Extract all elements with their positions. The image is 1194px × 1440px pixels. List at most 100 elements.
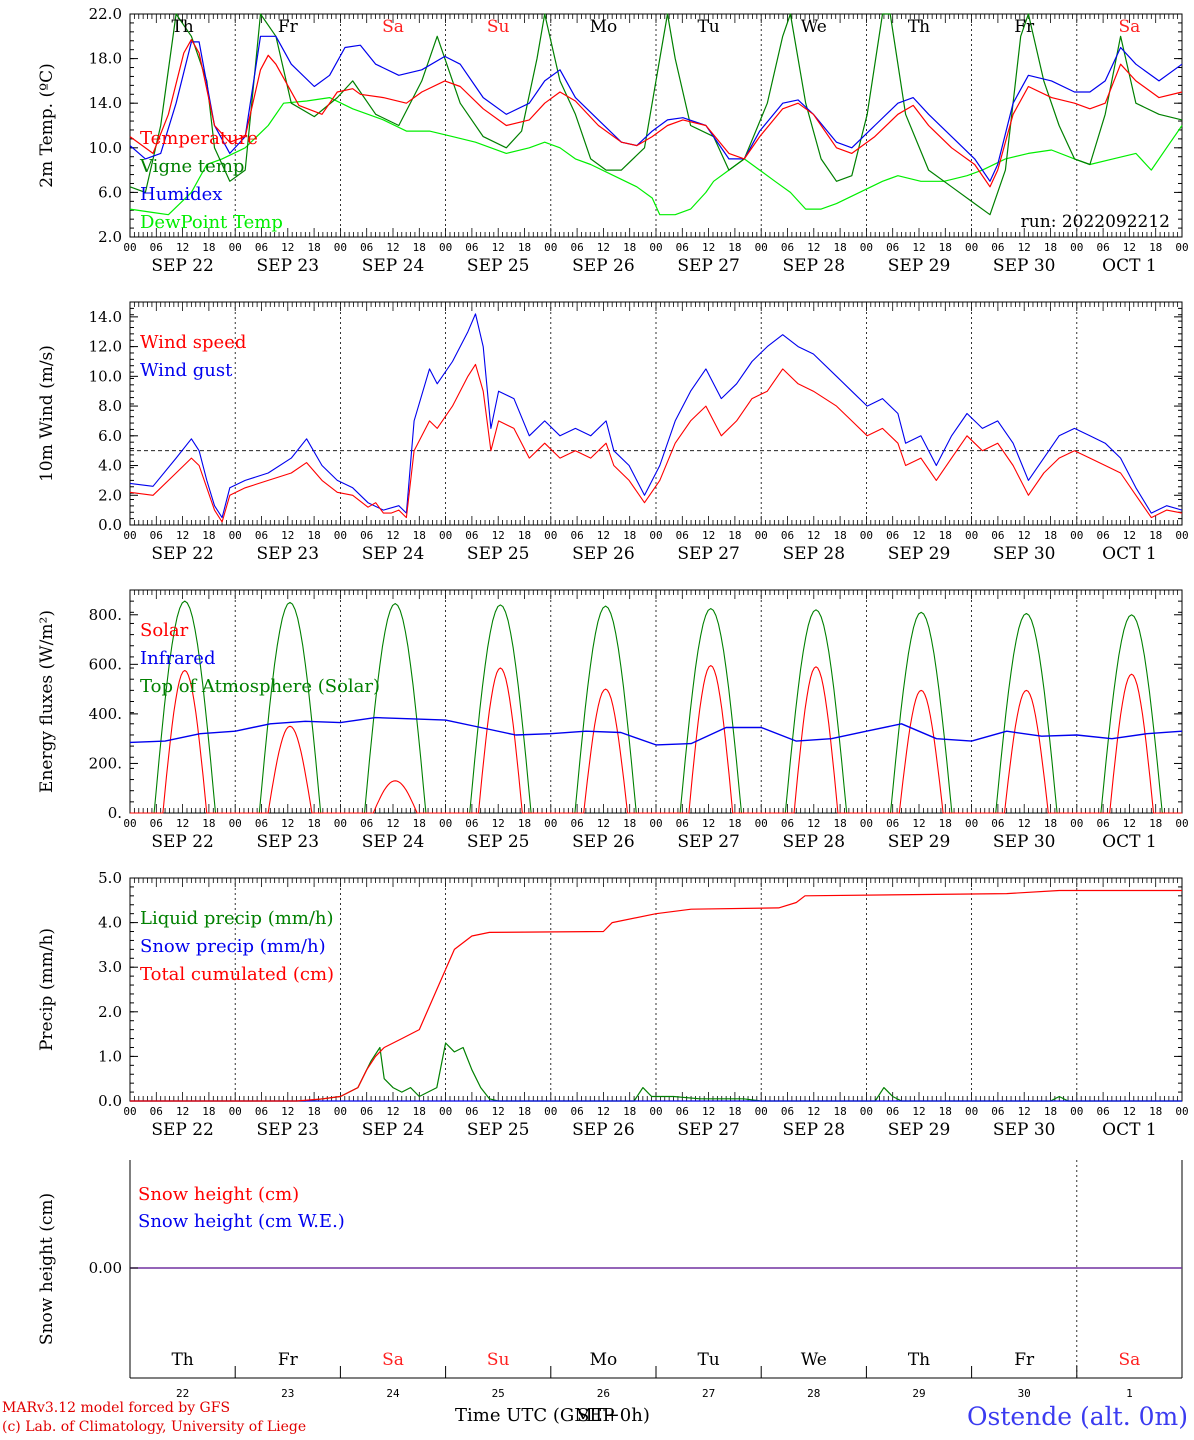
weekday-label: Fr: [1014, 17, 1035, 37]
wind-date-labels: SEP 22 SEP 23 SEP 24 SEP 25 SEP 26 SEP 27 SEP …: [151, 544, 1156, 564]
day-number: 24: [386, 1387, 400, 1400]
date-label: SEP 24: [362, 544, 425, 564]
hour-tick-label: 06: [991, 529, 1004, 542]
hour-tick-label: 18: [1149, 1105, 1162, 1118]
hour-tick-label: 12: [1018, 817, 1031, 830]
y-tick-label: 8.0: [98, 397, 122, 415]
hour-tick-label: 12: [1123, 1105, 1136, 1118]
date-label: OCT 1: [1102, 832, 1157, 852]
date-label: SEP 22: [151, 544, 214, 564]
precip-hour-labels: 00 06 12 18 00 06 12 18 00 06 12 18 00 06 12 18 00 06 12 18…: [123, 1105, 1188, 1118]
date-label: SEP 30: [993, 832, 1056, 852]
date-label: SEP 24: [362, 832, 425, 852]
y-tick-label: 14.0: [89, 308, 122, 326]
date-label: SEP 29: [888, 1120, 951, 1140]
hour-tick-label: 12: [386, 529, 399, 542]
hour-tick-label: 18: [1149, 817, 1162, 830]
hour-tick-label: 12: [492, 241, 505, 254]
hour-tick-label: 18: [728, 241, 741, 254]
energy-y-axis-title: Energy fluxes (W/m²): [37, 610, 57, 793]
credit-line-1: MARv3.12 model forced by GFS: [2, 1400, 231, 1416]
hour-tick-label: 06: [465, 529, 478, 542]
hour-tick-label: 12: [702, 1105, 715, 1118]
meteogram-chart: 22.018.014.010.06.02.0Th Fr Sa Su Mo Tu We Th Fr…: [37, 5, 1189, 1400]
hour-tick-label: 18: [413, 1105, 426, 1118]
hour-tick-label: 12: [702, 241, 715, 254]
hour-tick-label: 06: [991, 817, 1004, 830]
hour-tick-label: 06: [886, 1105, 899, 1118]
hour-tick-label: 06: [570, 817, 583, 830]
y-tick-label: 2.0: [98, 486, 122, 504]
legend-entry: Vigne temp: [139, 156, 244, 177]
energy-series-solar: [130, 665, 1182, 814]
hour-tick-label: 18: [1044, 1105, 1057, 1118]
y-tick-label: 22.0: [89, 5, 122, 23]
day-number: 28: [807, 1387, 820, 1400]
hour-tick-label: 06: [1096, 817, 1109, 830]
date-label: OCT 1: [1102, 544, 1157, 564]
y-tick-label: 2.0: [98, 1003, 122, 1021]
legend-entry: Top of Atmosphere (Solar): [140, 676, 380, 697]
hour-tick-label: 18: [307, 241, 320, 254]
day-number: 29: [912, 1387, 925, 1400]
date-label: SEP 25: [467, 832, 530, 852]
hour-tick-label: 06: [570, 241, 583, 254]
hour-tick-label: 18: [833, 1105, 846, 1118]
hour-tick-label: 00: [1175, 1105, 1188, 1118]
date-label: SEP 28: [783, 832, 846, 852]
hour-tick-label: 12: [597, 1105, 610, 1118]
y-tick-label: 0.0: [98, 516, 122, 534]
hour-tick-label: 06: [1096, 1105, 1109, 1118]
date-label: SEP 25: [467, 1120, 530, 1140]
date-label: SEP 29: [888, 256, 951, 276]
y-tick-label: 4.0: [98, 457, 122, 475]
hour-tick-label: 18: [939, 241, 952, 254]
temp-hour-labels: 00 06 12 18 00 06 12 18 00 06 12 18 00 06 12 18 00 06 12 18…: [123, 241, 1188, 254]
legend-entry: Wind gust: [140, 360, 233, 381]
date-label: OCT 1: [1102, 256, 1157, 276]
hour-tick-label: 18: [728, 817, 741, 830]
precip-legend: Liquid precip (mm/h) Snow precip (mm/h) To…: [140, 908, 334, 985]
y-tick-label: 12.0: [89, 338, 122, 356]
hour-tick-label: 00: [229, 529, 242, 542]
legend-entry: DewPoint Temp: [140, 212, 283, 233]
station-name: Ostende (alt. 0m): [967, 1402, 1188, 1431]
hour-tick-label: 12: [702, 817, 715, 830]
hour-tick-label: 00: [439, 817, 452, 830]
hour-tick-label: 18: [202, 529, 215, 542]
hour-tick-label: 18: [623, 817, 636, 830]
hour-tick-label: 18: [833, 529, 846, 542]
hour-tick-label: 06: [886, 529, 899, 542]
legend-entry: Total cumulated (cm): [140, 964, 334, 985]
hour-tick-label: 12: [492, 1105, 505, 1118]
hour-tick-label: 06: [465, 1105, 478, 1118]
hour-tick-label: 00: [649, 529, 662, 542]
weekday-label: Sa: [382, 1350, 404, 1370]
energy-y-ticks: 800. 600. 400. 200. 0.: [89, 589, 1182, 822]
hour-tick-label: 06: [781, 529, 794, 542]
date-label: SEP 23: [257, 1120, 320, 1140]
y-tick-label: 6.0: [98, 183, 122, 201]
hour-tick-label: 12: [597, 817, 610, 830]
snow-weekday-labels: Th Fr Sa Su Mo Tu We Th Fr Sa: [171, 1350, 1140, 1370]
energy-date-labels: SEP 22 SEP 23 SEP 24 SEP 25 SEP 26 SEP 27 SEP …: [151, 832, 1156, 852]
snow-day-numbers: 22 23 24 25 26 27 28 29 30 1: [176, 1387, 1133, 1400]
hour-tick-label: 06: [570, 529, 583, 542]
energy-series-infrared: [129, 716, 1183, 746]
hour-tick-label: 12: [281, 1105, 294, 1118]
hour-tick-label: 12: [597, 529, 610, 542]
hour-tick-label: 06: [465, 817, 478, 830]
hour-tick-label: 06: [991, 241, 1004, 254]
hour-tick-label: 18: [939, 1105, 952, 1118]
x-axis-title-overlay: SEP: [577, 1405, 615, 1426]
weekday-label: Su: [487, 17, 510, 37]
legend-entry: Solar: [140, 620, 189, 641]
precip-y-axis-title: Precip (mm/h): [37, 928, 57, 1051]
hour-tick-label: 00: [649, 817, 662, 830]
hour-tick-label: 06: [255, 529, 268, 542]
hour-tick-label: 12: [1123, 529, 1136, 542]
hour-tick-label: 12: [807, 817, 820, 830]
hour-tick-label: 00: [1175, 529, 1188, 542]
hour-tick-label: 00: [123, 1105, 136, 1118]
y-tick-label: 400.: [89, 705, 122, 723]
